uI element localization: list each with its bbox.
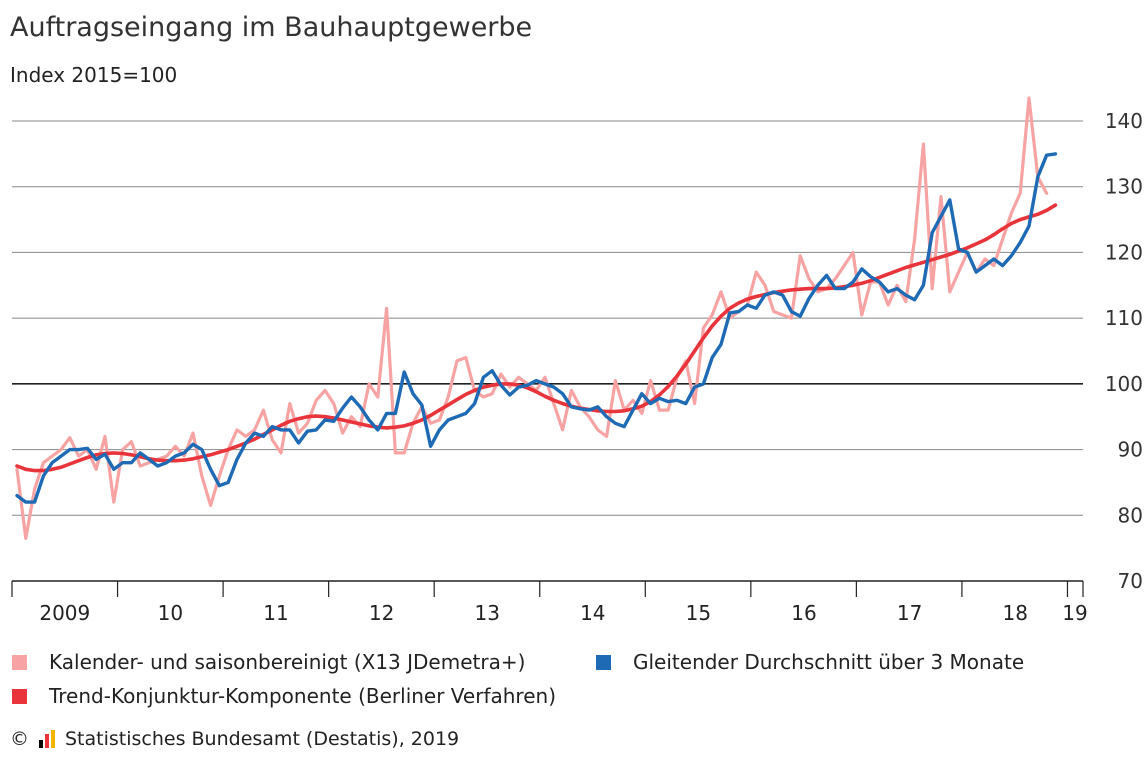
series-lines: [15, 96, 1058, 540]
legend-item-trend: Trend-Konjunktur-Komponente (Berliner Ve…: [12, 684, 556, 708]
x-tick-label-12: 12: [369, 601, 394, 625]
series-line-seasonal: [15, 96, 1049, 540]
chart-subtitle: Index 2015=100: [10, 63, 178, 87]
y-tick-label-70: 70: [1118, 569, 1143, 593]
x-tick-label-19: 19: [1062, 601, 1087, 625]
legend-swatch-trend: [12, 688, 27, 704]
x-tick-label-10: 10: [158, 601, 183, 625]
x-axis: 2009 10 11 12 13 14 15 16 17 18 19: [11, 580, 1088, 625]
source-text: Statistisches Bundesamt (Destatis), 2019: [65, 728, 460, 750]
legend-swatch-seasonal: [12, 654, 27, 670]
legend-item-seasonal: Kalender- und saisonbereinigt (X13 JDeme…: [12, 650, 525, 674]
x-tick-label-15: 15: [686, 601, 711, 625]
y-tick-label-90: 90: [1118, 438, 1143, 462]
y-tick-label-140: 140: [1105, 109, 1143, 133]
series-line-moving: [15, 152, 1058, 504]
chart-title: Auftragseingang im Bauhauptgewerbe: [10, 12, 533, 43]
destatis-logo-icon: [39, 730, 57, 748]
y-tick-label-80: 80: [1118, 503, 1143, 527]
x-tick-label-13: 13: [474, 601, 499, 625]
x-tick-label-16: 16: [791, 601, 816, 625]
legend-label-seasonal: Kalender- und saisonbereinigt (X13 JDeme…: [49, 650, 526, 674]
y-tick-label-110: 110: [1105, 306, 1143, 330]
y-tick-label-120: 120: [1105, 240, 1143, 264]
x-tick-label-18: 18: [1002, 601, 1027, 625]
legend-label-trend: Trend-Konjunktur-Komponente (Berliner Ve…: [49, 684, 557, 708]
y-tick-label-100: 100: [1105, 372, 1143, 396]
series-line-trend: [15, 203, 1058, 473]
y-tick-label-130: 130: [1105, 175, 1143, 199]
x-tick-label-14: 14: [580, 601, 605, 625]
y-axis-ticks: 70 80 90 100 110 120 130 140: [1105, 109, 1143, 593]
copyright-symbol: ©: [10, 728, 29, 750]
legend-label-moving: Gleitender Durchschnitt über 3 Monate: [633, 650, 1025, 674]
x-tick-label-17: 17: [897, 601, 922, 625]
source-note: © Statistisches Bundesamt (Destatis), 20…: [10, 728, 459, 750]
legend-swatch-moving: [596, 654, 611, 670]
legend-item-moving: Gleitender Durchschnitt über 3 Monate: [596, 650, 1024, 674]
x-tick-label-2009: 2009: [39, 601, 90, 625]
x-tick-label-11: 11: [263, 601, 288, 625]
